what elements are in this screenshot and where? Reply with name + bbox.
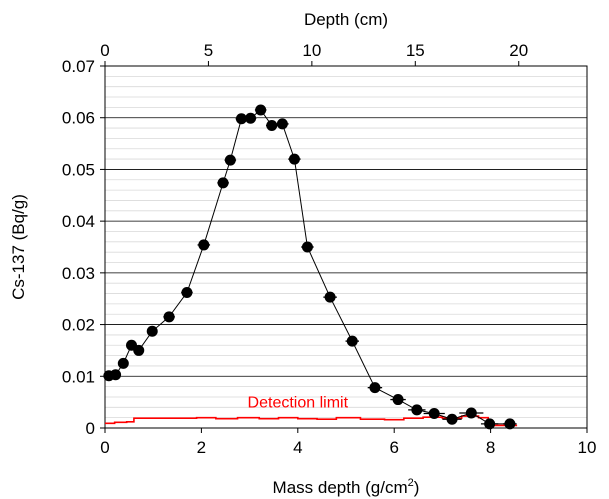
y-tick-label: 0.05 bbox=[62, 160, 95, 179]
y-axis-title: Cs-137 (Bq/g) bbox=[9, 194, 28, 300]
data-point bbox=[392, 394, 404, 406]
x-tick-label: 4 bbox=[293, 438, 302, 457]
x-tick-label: 8 bbox=[486, 438, 495, 457]
x-tick-label: 2 bbox=[197, 438, 206, 457]
data-point bbox=[117, 357, 129, 369]
top-x-tick-label: 20 bbox=[509, 41, 528, 60]
data-point bbox=[301, 241, 313, 253]
data-point bbox=[217, 177, 229, 189]
data-point bbox=[255, 104, 267, 116]
y-tick-label: 0.07 bbox=[62, 57, 95, 76]
x-tick-label: 0 bbox=[100, 438, 109, 457]
data-point bbox=[235, 113, 247, 125]
top-x-axis-title: Depth (cm) bbox=[304, 10, 388, 29]
data-point bbox=[266, 119, 278, 131]
x-axis-title-end: ) bbox=[414, 478, 420, 497]
data-point bbox=[110, 369, 122, 381]
data-point bbox=[133, 344, 145, 356]
data-point bbox=[369, 382, 381, 394]
data-point bbox=[163, 311, 175, 323]
data-point bbox=[198, 239, 210, 251]
y-tick-label: 0.04 bbox=[62, 212, 95, 231]
x-axis-title-superscript: 2 bbox=[408, 477, 414, 489]
data-point bbox=[411, 404, 423, 416]
data-point bbox=[276, 118, 288, 130]
x-axis-title: Mass depth (g/cm2) bbox=[273, 477, 420, 497]
top-x-tick-label: 5 bbox=[204, 41, 213, 60]
data-series bbox=[103, 104, 517, 430]
series-line bbox=[108, 109, 510, 425]
axis-ticks bbox=[100, 61, 588, 433]
data-point bbox=[446, 413, 458, 425]
top-x-tick-label: 0 bbox=[100, 41, 109, 60]
y-tick-label: 0.03 bbox=[62, 264, 95, 283]
data-point bbox=[346, 335, 358, 347]
data-point bbox=[484, 418, 496, 430]
top-x-tick-label: 10 bbox=[302, 41, 321, 60]
data-point bbox=[245, 112, 257, 124]
y-tick-label: 0 bbox=[86, 419, 95, 438]
data-point bbox=[324, 291, 336, 303]
x-tick-label: 6 bbox=[389, 438, 398, 457]
plot-area-frame bbox=[104, 65, 588, 429]
data-point bbox=[146, 325, 158, 337]
y-tick-label: 0.01 bbox=[62, 367, 95, 386]
data-point bbox=[181, 287, 193, 299]
detection-limit-label: Detection limit bbox=[248, 395, 349, 412]
data-point bbox=[465, 407, 477, 419]
axis-labels: 0 0.01 0.02 0.03 0.04 0.05 0.06 0.07 0 2 4 6 8 10 0 5 10… bbox=[62, 41, 597, 457]
y-tick-label: 0.06 bbox=[62, 109, 95, 128]
grid-lines bbox=[105, 75, 587, 419]
data-point bbox=[224, 154, 236, 166]
x-tick-label: 10 bbox=[578, 438, 597, 457]
data-point bbox=[504, 418, 516, 430]
data-point bbox=[288, 153, 300, 165]
top-x-tick-label: 15 bbox=[406, 41, 425, 60]
data-point bbox=[428, 408, 440, 420]
y-tick-label: 0.02 bbox=[62, 316, 95, 335]
x-axis-title-main: Mass depth (g/cm bbox=[273, 478, 408, 497]
